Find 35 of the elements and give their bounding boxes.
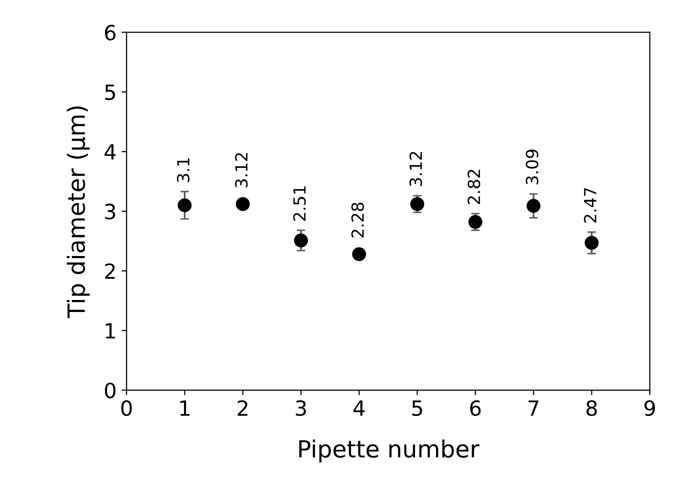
data-label: 2.82 <box>468 170 480 204</box>
point <box>294 234 308 248</box>
y-tick-label: 0 <box>104 382 116 398</box>
y-tick-label: 2 <box>105 263 115 279</box>
x-axis-title: Pipette number <box>299 439 480 462</box>
x-tick-label: 2 <box>238 400 248 416</box>
y-tick-label: 4 <box>104 144 116 160</box>
y-tick-label: 6 <box>105 24 116 41</box>
x-tick-label: 3 <box>296 400 306 416</box>
y-tick-label: 1 <box>106 323 115 338</box>
data-label: 3.09 <box>526 150 538 184</box>
data-label: 3.12 <box>409 152 422 186</box>
x-tick-label: 7 <box>528 400 538 416</box>
data-label: 2.51 <box>293 186 306 221</box>
data-label: 2.47 <box>584 188 596 223</box>
x-tick-label: 0 <box>121 400 132 416</box>
point <box>468 215 482 229</box>
point <box>584 236 599 250</box>
y-axis-title: Tip diameter (µm) <box>66 106 90 318</box>
point <box>526 198 540 213</box>
y-tick-label: 5 <box>105 84 115 100</box>
x-tick-label: 6 <box>470 400 481 416</box>
data-label: 3.12 <box>235 153 248 188</box>
x-tick-label: 8 <box>586 400 597 416</box>
y-tick-label: 3 <box>105 204 116 220</box>
x-tick-label: 4 <box>353 400 365 416</box>
x-tick-label: 1 <box>180 400 190 416</box>
x-tick-label: 9 <box>644 400 655 416</box>
point <box>236 197 250 212</box>
x-tick-label: 5 <box>412 400 422 416</box>
data-label: 2.28 <box>351 202 364 238</box>
point <box>352 247 366 262</box>
point <box>410 197 424 212</box>
data-label: 3.1 <box>176 158 190 182</box>
point <box>178 198 192 212</box>
